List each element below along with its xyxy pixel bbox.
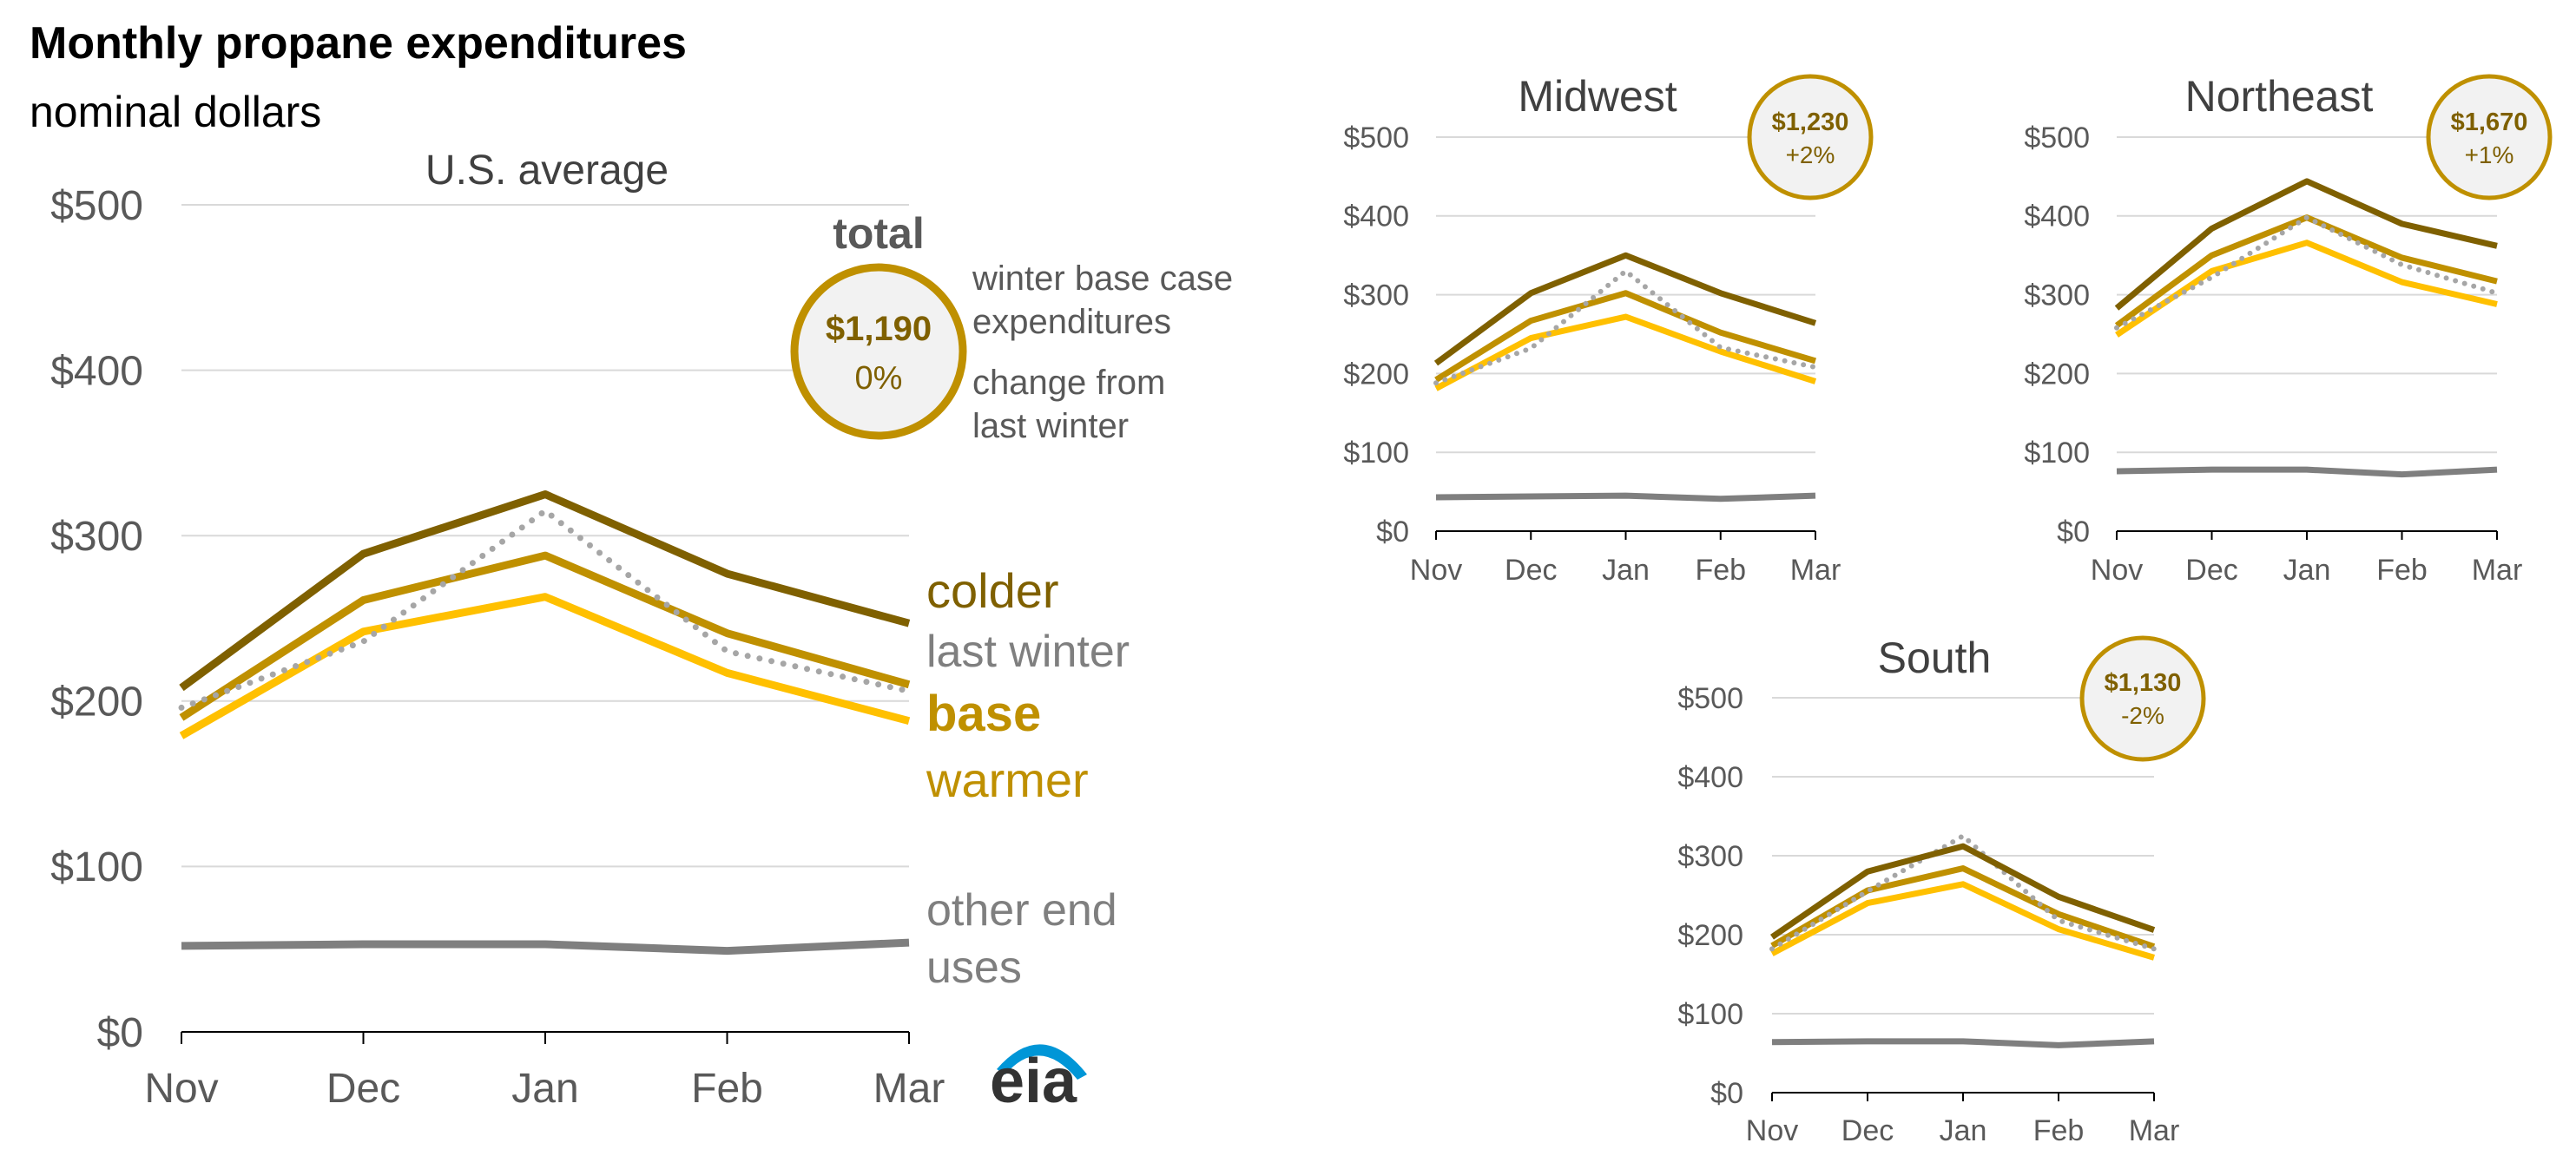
eia-logo-text: eia [990, 1047, 1077, 1116]
x-tick-label: Dec [1841, 1114, 1894, 1147]
y-tick-label: $100 [1343, 437, 1409, 470]
series-line-other-end-uses [1435, 492, 1816, 502]
panel-title-south: South [1878, 634, 1992, 682]
series-line-other-end-uses [1771, 1038, 2155, 1048]
x-tick-label: Jan [2283, 554, 2331, 587]
total-badge-circle [2426, 74, 2553, 200]
x-tick-label: Mar [873, 1066, 945, 1112]
x-tick-label: Feb [2033, 1114, 2085, 1147]
x-tick-label: Nov [1410, 554, 1462, 587]
panel-title-u-s-average: U.S. average [425, 148, 669, 194]
y-tick-label: $400 [1343, 200, 1409, 233]
panel-northeast: Northeast $0 $100 $200 $300 $400 $500 Nov Dec Jan… [2024, 72, 2553, 587]
series-line-base [1434, 290, 1817, 383]
series-line-last-winter [2114, 214, 2500, 331]
y-tick-label: $500 [2024, 122, 2090, 154]
y-tick-label: $100 [50, 844, 143, 890]
y-tick-label: $500 [1677, 682, 1743, 715]
series-line-warmer [179, 593, 911, 739]
total-badge-value: $1,670 [2451, 108, 2528, 136]
x-tick-label: Nov [2091, 554, 2143, 587]
y-tick-label: $0 [1710, 1077, 1743, 1110]
annotation-winter-base-case: winter base case expenditures [972, 259, 1233, 341]
y-tick-label: $400 [2024, 200, 2090, 233]
x-tick-label: Nov [144, 1066, 218, 1112]
series-line-base [179, 551, 911, 721]
legend-other-end-uses: other end uses [926, 885, 1117, 993]
x-tick-label: Jan [1940, 1114, 1987, 1147]
series-line-last-winter [1433, 268, 1818, 386]
panel-u-s-average: U.S. average $0 $100 $200 $300 $400 $500 Nov Dec… [50, 148, 967, 1112]
total-badge-circle [1747, 74, 1874, 200]
x-tick-label: Feb [2376, 554, 2428, 587]
series-line-colder [179, 490, 911, 692]
eia-logo: eia [990, 1044, 1087, 1116]
x-tick-label: Feb [691, 1066, 763, 1112]
y-tick-label: $400 [50, 348, 143, 394]
series-line-warmer [1434, 313, 1817, 391]
panel-title-northeast: Northeast [2185, 72, 2374, 121]
y-tick-label: $0 [1376, 516, 1409, 548]
panel-title-midwest: Midwest [1518, 72, 1677, 121]
y-tick-label: $400 [1677, 761, 1743, 794]
y-tick-label: $500 [1343, 122, 1409, 154]
y-tick-label: $0 [2057, 516, 2090, 548]
series-line-warmer [2115, 240, 2498, 338]
total-badge-circle [2079, 635, 2206, 762]
total-badge-circle [790, 263, 967, 440]
annotation-total-label: total [833, 209, 925, 258]
series-line-colder [1770, 843, 2156, 940]
annotation-change: change from last winter [972, 364, 1165, 445]
y-tick-label: $0 [97, 1010, 143, 1056]
x-tick-label: Dec [326, 1066, 400, 1112]
y-tick-label: $300 [50, 514, 143, 560]
x-tick-label: Mar [2129, 1114, 2180, 1147]
y-tick-label: $200 [2024, 358, 2090, 391]
y-tick-label: $200 [1343, 358, 1409, 391]
total-badge-value: $1,230 [1772, 108, 1849, 136]
y-tick-label: $500 [50, 183, 143, 229]
total-badge-change: -2% [2121, 702, 2164, 729]
y-tick-label: $100 [2024, 437, 2090, 470]
series-line-other-end-uses [181, 938, 910, 956]
page-title: Monthly propane expenditures [30, 18, 687, 69]
x-tick-label: Jan [1602, 554, 1650, 587]
y-tick-label: $300 [2024, 279, 2090, 312]
legend-base: base [926, 686, 1041, 742]
series-line-last-winter [1769, 833, 2157, 952]
y-tick-label: $200 [1677, 919, 1743, 952]
y-tick-label: $300 [1677, 840, 1743, 873]
x-tick-label: Mar [2472, 554, 2523, 587]
series-line-colder [2114, 178, 2498, 311]
y-tick-label: $200 [50, 680, 143, 726]
x-tick-label: Dec [2185, 554, 2237, 587]
legend-last-winter: last winter [926, 627, 1130, 677]
panel-south: South $0 $100 $200 $300 $400 $500 Nov Dec Jan Feb M… [1677, 634, 2206, 1147]
total-badge-change: 0% [855, 360, 903, 397]
series-line-warmer [1770, 881, 2155, 961]
series-line-other-end-uses [2116, 466, 2498, 478]
x-tick-label: Nov [1746, 1114, 1798, 1147]
y-tick-label: $100 [1677, 998, 1743, 1031]
y-tick-label: $300 [1343, 279, 1409, 312]
legend-warmer: warmer [926, 752, 1089, 807]
panel-midwest: Midwest $0 $100 $200 $300 $400 $500 Nov Dec Jan Fe… [1343, 72, 1874, 587]
total-badge-value: $1,130 [2105, 669, 2182, 697]
x-tick-label: Mar [1790, 554, 1841, 587]
total-badge-change: +1% [2465, 141, 2514, 168]
legend-colder: colder [926, 563, 1059, 618]
total-badge-change: +2% [1786, 141, 1835, 168]
series-line-colder [1433, 252, 1817, 366]
total-badge-value: $1,190 [826, 310, 932, 348]
x-tick-label: Jan [511, 1066, 578, 1112]
x-tick-label: Feb [1695, 554, 1746, 587]
x-tick-label: Dec [1505, 554, 1557, 587]
page-subtitle: nominal dollars [30, 88, 322, 136]
